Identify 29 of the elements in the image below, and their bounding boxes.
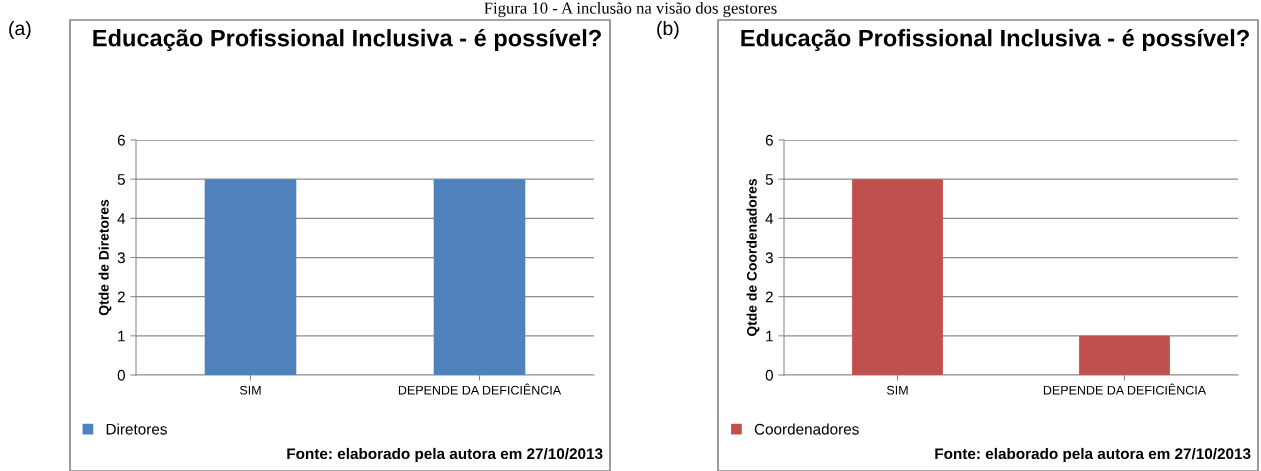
chart-title: Educação Profissional Inclusiva - é possível? xyxy=(93,28,601,52)
y-tick-label: 2 xyxy=(765,291,773,303)
y-axis-title: Qtde de Diretores xyxy=(98,199,112,316)
y-tick-label: 5 xyxy=(117,174,125,185)
source-note: Fonte: elaborado pela autora em 27/10/2013 xyxy=(935,447,1251,463)
y-axis-title: Qtde de Coordenadores xyxy=(746,178,760,337)
text: Figura 10 - A inclusão na visão dos gestores xyxy=(484,2,777,18)
y-tick-label: 2 xyxy=(117,291,125,303)
x-tick-label: DEPENDE DA DEFICIÊNCIA xyxy=(398,383,562,395)
source-note: Fonte: elaborado pela autora em 27/10/2013 xyxy=(287,447,603,463)
y-tick-label: 4 xyxy=(765,213,774,224)
y-tick-label: 0 xyxy=(117,369,125,381)
y-tick-label: 3 xyxy=(117,252,125,264)
y-tick-label: 0 xyxy=(765,369,773,381)
text: (b) xyxy=(657,20,679,40)
y-tick-label: 6 xyxy=(117,134,125,146)
y-tick-label: 3 xyxy=(765,252,773,264)
x-tick-label: DEPENDE DA DEFICIÊNCIA xyxy=(1043,383,1207,395)
y-tick-label: 5 xyxy=(765,174,773,185)
chart-title: Educação Profissional Inclusiva - é possível? xyxy=(741,28,1249,52)
y-tick-label: 1 xyxy=(766,330,773,342)
y-tick-label: 1 xyxy=(118,330,125,342)
y-tick-label: 4 xyxy=(117,213,126,224)
legend-label: Coordenadores xyxy=(754,423,859,435)
legend-label: Diretores xyxy=(106,423,167,435)
x-tick-label: SIM xyxy=(886,385,908,395)
y-tick-label: 6 xyxy=(765,134,773,146)
text: (a) xyxy=(9,20,31,40)
x-tick-label: SIM xyxy=(239,385,261,395)
